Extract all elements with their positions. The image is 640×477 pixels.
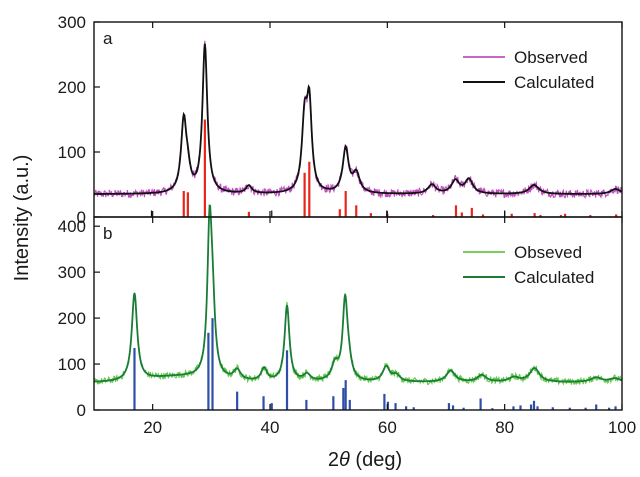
legend-label: Obseved (514, 243, 582, 262)
calculated-trace (94, 43, 623, 195)
x-axis-title-unit: (deg) (350, 449, 402, 471)
y-tick-label: 100 (58, 355, 86, 374)
y-tick-label: 200 (58, 309, 86, 328)
panel-b: 0 100 200 300 400 20 40 60 80 100 b Obseved Calculat… (58, 204, 636, 437)
x-axis-title: 2θ (deg) (328, 449, 402, 471)
x-tick-label: 60 (378, 418, 397, 437)
panel-tag: a (103, 29, 113, 48)
panel-frame (93, 216, 623, 411)
x-axis-title-main: 2 (328, 449, 339, 471)
legend-label: Observed (514, 48, 588, 67)
y-tick-label: 200 (58, 78, 86, 97)
x-tick-label: 80 (495, 418, 514, 437)
panel-tag: b (103, 224, 112, 243)
y-tick-label: 400 (58, 217, 86, 236)
y-axis-title: Intensity (a.u.) (11, 155, 33, 282)
x-tick-label: 20 (143, 418, 162, 437)
y-tick-label: 300 (58, 263, 86, 282)
legend-label: Calculated (514, 268, 594, 287)
x-axis-title-theta: θ (339, 449, 350, 471)
x-tick-label: 100 (608, 418, 636, 437)
legend-label: Calculated (514, 73, 594, 92)
y-tick-label: 0 (77, 208, 86, 227)
panel-a: 0 100 200 300 a Observed Calculated (58, 13, 623, 227)
y-tick-label: 300 (58, 13, 86, 32)
calculated-trace (93, 204, 623, 383)
y-tick-label: 0 (77, 401, 86, 420)
x-tick-label: 40 (261, 418, 280, 437)
y-tick-label: 100 (58, 143, 86, 162)
